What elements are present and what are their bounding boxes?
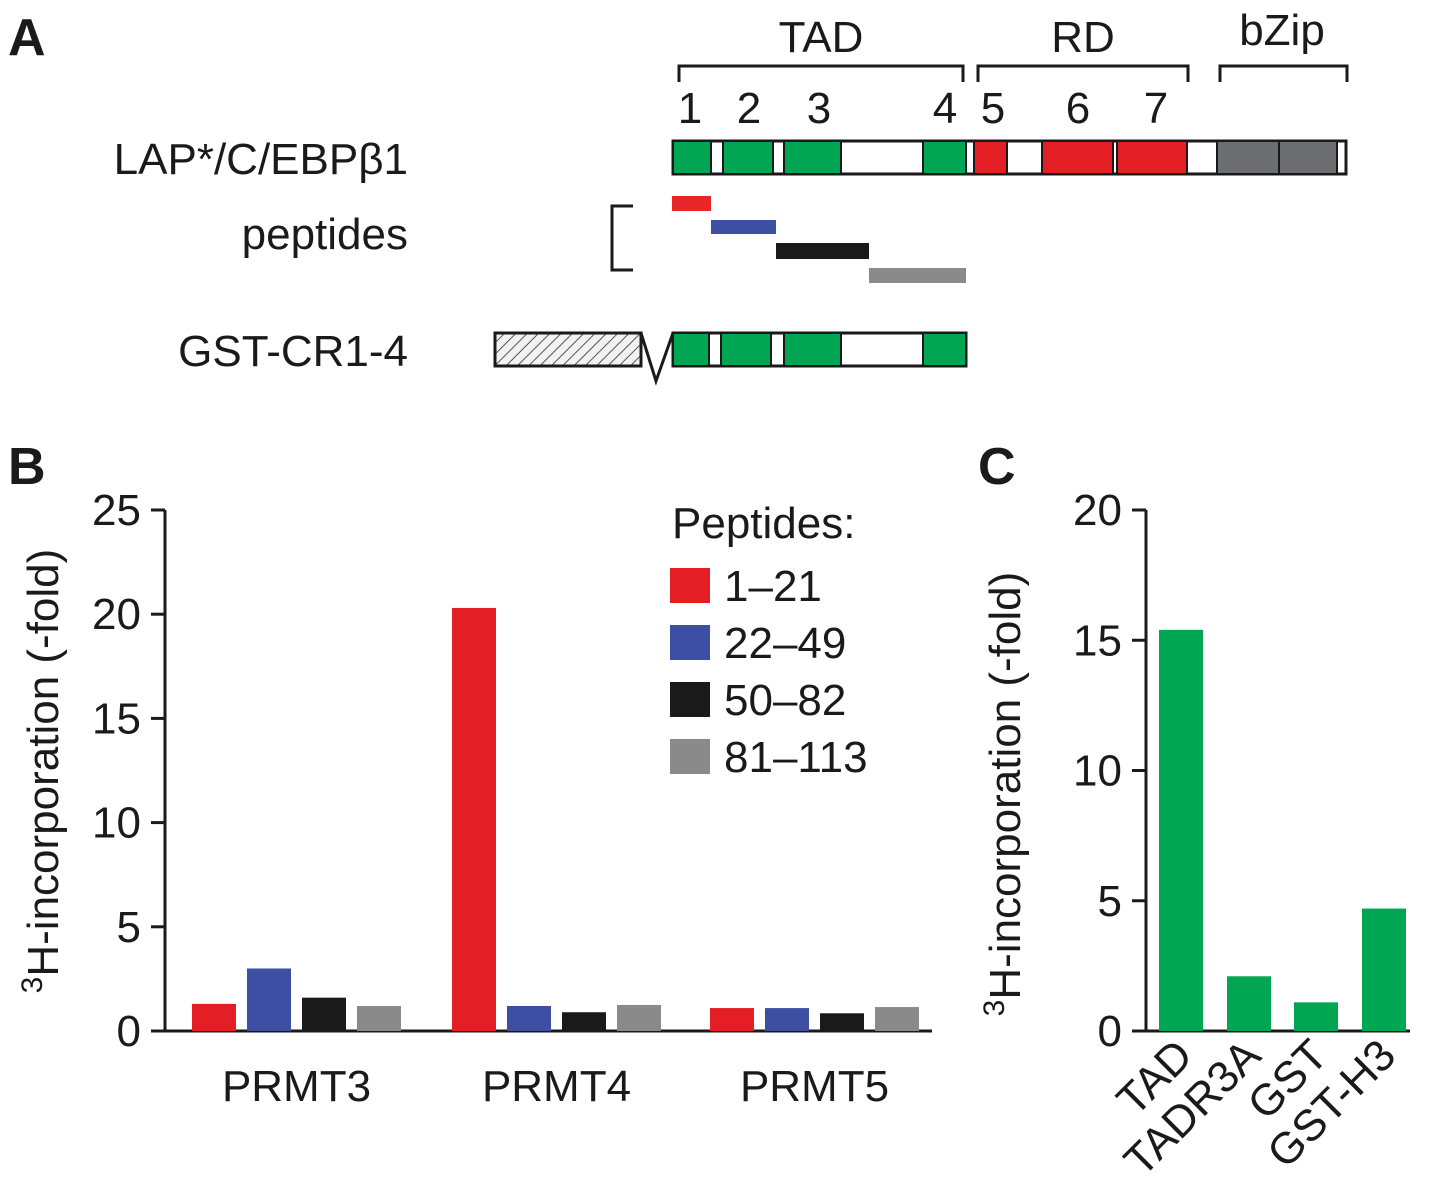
chart-b-y-tick-label: 25	[92, 486, 141, 535]
gst-construct-label: GST-CR1-4	[178, 327, 408, 376]
legend-swatch-4	[670, 739, 710, 774]
bzip-bracket	[1218, 64, 1349, 82]
cr-number: 3	[807, 84, 831, 133]
bar-gst-h3	[1362, 908, 1406, 1031]
peptides-label: peptides	[242, 210, 408, 259]
bar-prmt3-series-4	[357, 1005, 401, 1031]
legend-label-4: 81–113	[724, 733, 868, 782]
chart-c-ylabel: 3H-incorporation (-fold)	[978, 572, 1030, 1017]
region-label-tad: TAD	[779, 13, 864, 62]
chart-b-y-tick-label: 20	[92, 590, 141, 639]
panel-b: B 3H-incorporation (-fold) 0 5 10 15 20 25 PR…	[8, 438, 932, 1111]
cr1-block	[672, 332, 710, 367]
chart-b-legend: Peptides: 1–21 22–49 50–82 81–113	[670, 499, 868, 782]
gst-block	[493, 331, 643, 368]
panel-a-letter: A	[8, 9, 46, 67]
gst-linker	[639, 332, 675, 386]
chart-b-y-tick-label: 5	[117, 903, 141, 952]
region-brackets	[677, 64, 1349, 82]
peptide-22-49	[711, 220, 776, 234]
region-label-bzip: bZip	[1239, 6, 1325, 55]
chart-b: 3H-incorporation (-fold) 0 5 10 15 20 25 PRMT…	[16, 486, 932, 1111]
bar-prmt5-series-4	[875, 1007, 919, 1031]
protein-bar	[671, 139, 1348, 176]
peptides-bracket	[610, 204, 633, 272]
peptide-segments	[672, 196, 966, 283]
cr3-block	[783, 140, 842, 175]
bar-prmt4-series-3	[562, 1012, 606, 1031]
bar-prmt5-series-2	[765, 1008, 809, 1031]
chart-c-y-tick-label: 5	[1098, 877, 1122, 926]
bar-prmt3-series-1	[192, 1003, 236, 1031]
legend-label-3: 50–82	[724, 676, 846, 725]
cr-numbers: 1 2 3 4 5 6 7	[678, 84, 1168, 133]
cr4-block	[922, 140, 967, 175]
cr7-block	[1116, 140, 1188, 175]
peptide-50-82	[776, 243, 869, 259]
chart-b-y-tick-label: 10	[92, 799, 141, 848]
bar-prmt3-series-3	[302, 997, 346, 1031]
chart-c: 3H-incorporation (-fold) 0 5 10 15 20 TADTAD…	[978, 486, 1410, 1186]
legend-label-2: 22–49	[724, 619, 846, 668]
chart-b-bars	[192, 607, 919, 1031]
cr4-block	[922, 332, 967, 367]
bar-prmt4-series-2	[507, 1005, 551, 1031]
bzip-block-2	[1278, 140, 1338, 175]
chart-c-y-tick-label: 15	[1073, 616, 1122, 665]
legend-items: 1–21 22–49 50–82 81–113	[670, 562, 868, 782]
x-tick-label: PRMT4	[482, 1062, 631, 1111]
panel-a: A TAD RD bZip 1 2 3 4 5 6 7 LAP*/C/EBPβ1	[8, 6, 1349, 386]
panel-c: C 3H-incorporation (-fold) 0 5 10 15 20 TADT…	[978, 438, 1410, 1186]
bar-prmt4-series-4	[617, 1004, 661, 1031]
x-tick-label: PRMT5	[740, 1062, 889, 1111]
cr2-block	[720, 332, 772, 367]
cr-number: 2	[737, 84, 761, 133]
chart-c-axes: 0 5 10 15 20	[1073, 486, 1410, 1056]
legend-swatch-3	[670, 682, 710, 717]
cr-number: 1	[678, 84, 702, 133]
cr-number: 7	[1144, 84, 1168, 133]
bar-gst	[1294, 1002, 1338, 1031]
peptide-81-113	[869, 268, 966, 283]
legend-swatch-1	[670, 568, 710, 603]
cr2-block	[722, 140, 774, 175]
cr-number: 4	[933, 84, 957, 133]
bzip-block-1	[1216, 140, 1280, 175]
bar-tadr3a	[1227, 976, 1271, 1031]
chart-c-y-tick-label: 0	[1098, 1007, 1122, 1056]
cr-number: 6	[1066, 84, 1090, 133]
chart-b-y-tick-label: 0	[117, 1007, 141, 1056]
legend-swatch-2	[670, 625, 710, 660]
chart-c-y-tick-label: 20	[1073, 486, 1122, 535]
legend-title: Peptides:	[672, 499, 855, 548]
bar-prmt5-series-3	[820, 1013, 864, 1031]
cr-number: 5	[981, 84, 1005, 133]
legend-label-1: 1–21	[724, 562, 822, 611]
chart-c-y-tick-label: 10	[1073, 747, 1122, 796]
chart-b-x-labels: PRMT3 PRMT4 PRMT5	[222, 1062, 889, 1111]
region-label-rd: RD	[1051, 13, 1115, 62]
tad-bracket	[677, 64, 965, 82]
cr6-block	[1041, 140, 1114, 175]
chart-b-ylabel: 3H-incorporation (-fold)	[16, 549, 68, 994]
x-tick-label: PRMT3	[222, 1062, 371, 1111]
cr3-block	[783, 332, 842, 367]
bar-prmt4-series-1	[452, 607, 496, 1031]
protein-label: LAP*/C/EBPβ1	[114, 135, 408, 184]
cr5-block	[973, 140, 1008, 175]
gst-construct	[493, 331, 968, 386]
bar-prmt3-series-2	[247, 968, 291, 1031]
rd-bracket	[976, 64, 1190, 82]
cr1-block	[672, 140, 712, 175]
chart-b-y-tick-label: 15	[92, 694, 141, 743]
peptide-1-21	[672, 196, 711, 211]
panel-c-letter: C	[978, 438, 1016, 496]
bar-prmt5-series-1	[710, 1008, 754, 1031]
panel-b-letter: B	[8, 438, 46, 496]
bar-tad	[1159, 629, 1203, 1031]
chart-c-bars	[1159, 629, 1406, 1031]
